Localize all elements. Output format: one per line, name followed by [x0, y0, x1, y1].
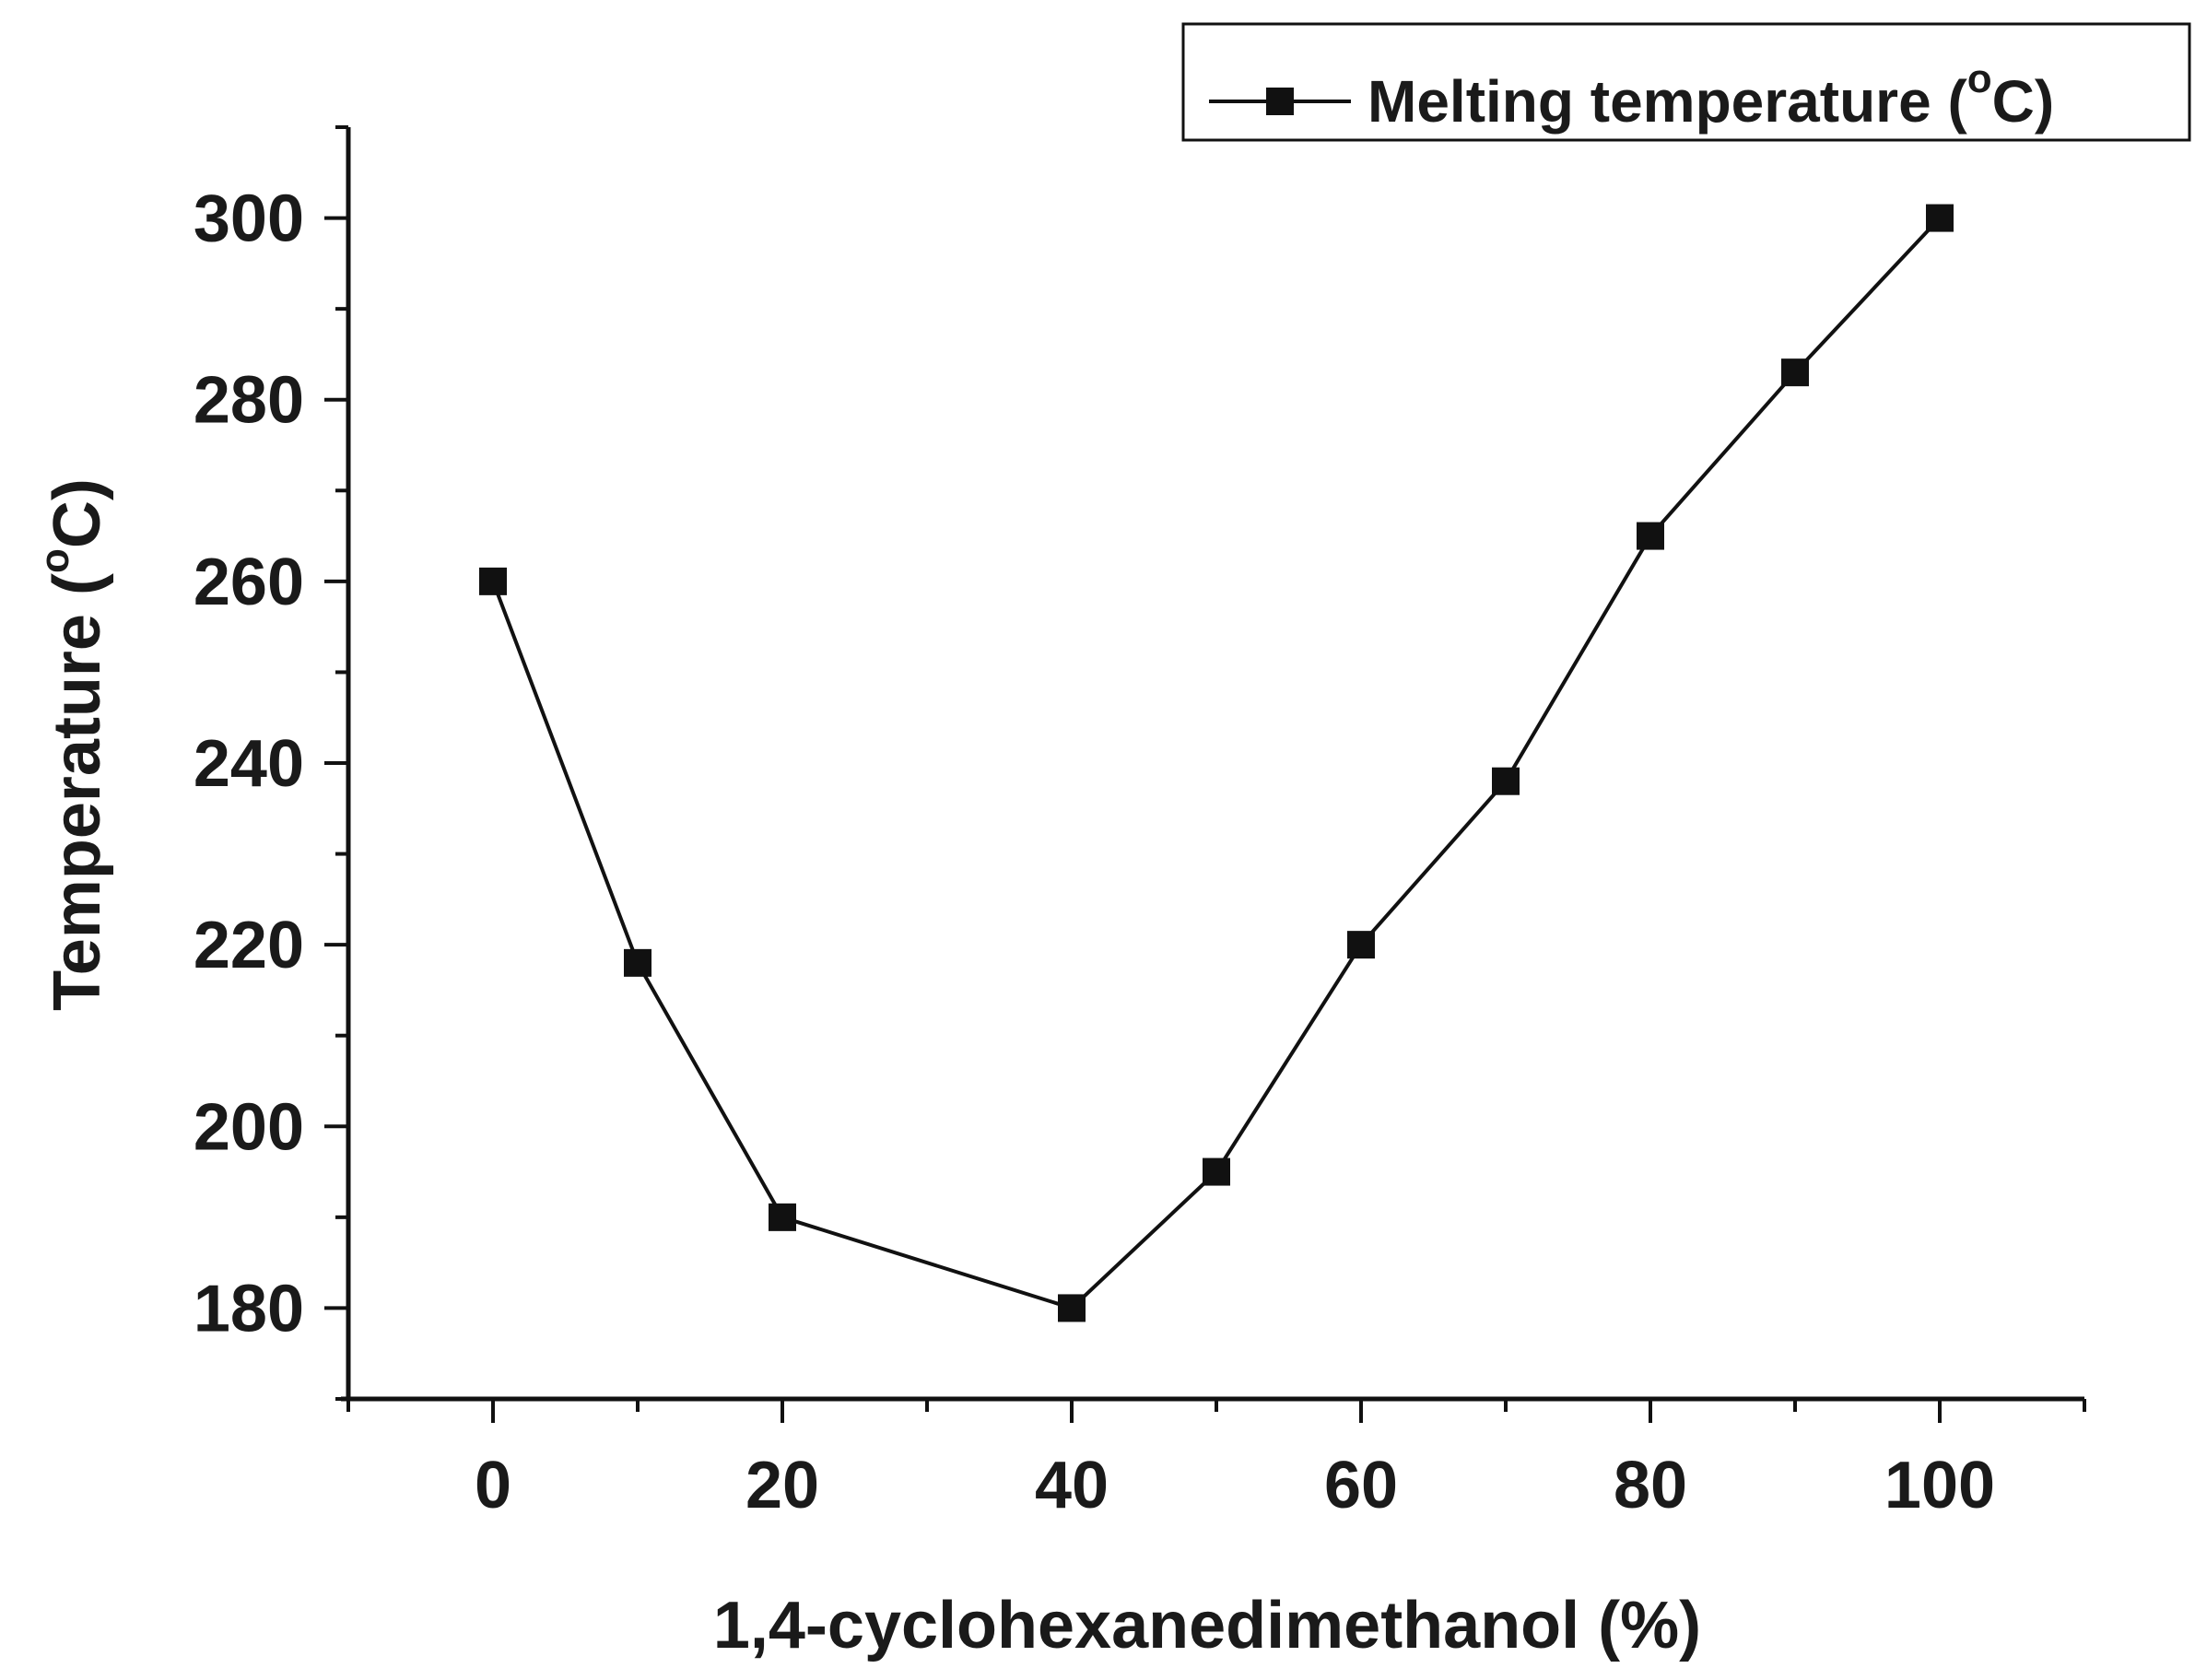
data-point-marker: [1058, 1294, 1086, 1322]
y-tick-label: 280: [194, 364, 304, 438]
data-point-marker: [1203, 1157, 1230, 1186]
x-tick-label: 100: [1884, 1449, 1995, 1522]
x-tick-label: 60: [1324, 1449, 1398, 1522]
data-point-marker: [1492, 767, 1520, 795]
data-point-marker: [624, 948, 651, 977]
x-tick-label: 0: [475, 1449, 511, 1522]
legend-marker-sample: [1266, 88, 1294, 115]
y-tick-label: 180: [194, 1272, 304, 1345]
x-axis-title: 1,4-cyclohexanedimethanol (%): [713, 1589, 1701, 1662]
data-point-marker: [1347, 931, 1375, 959]
legend-label: Melting temperature (oC): [1367, 56, 2054, 135]
data-point-marker: [1781, 358, 1809, 387]
y-tick-label: 220: [194, 909, 304, 982]
x-tick-label: 80: [1614, 1449, 1687, 1522]
y-axis-title: Temperature (oC): [32, 478, 114, 1011]
y-tick-label: 300: [194, 182, 304, 256]
series-line: [491, 217, 1942, 1310]
y-tick-label: 240: [194, 727, 304, 801]
x-tick-label: 20: [745, 1449, 819, 1522]
x-tick-label: 40: [1035, 1449, 1109, 1522]
data-point-marker: [479, 567, 507, 595]
data-point-marker: [769, 1203, 796, 1231]
data-point-marker: [1926, 204, 1954, 232]
legend: Melting temperature (oC): [1181, 22, 2191, 142]
y-tick-label: 200: [194, 1090, 304, 1164]
data-point-marker: [1637, 522, 1664, 550]
legend-box: [1181, 22, 2191, 142]
series-layer: [479, 204, 1954, 1322]
y-tick-label: 260: [194, 546, 304, 619]
axes: 180 200 220 240 260 280 300 0 20 40 60 80 100: [194, 125, 2086, 1522]
axis-titles: 1,4-cyclohexanedimethanol (%) Temperature…: [32, 478, 1701, 1662]
